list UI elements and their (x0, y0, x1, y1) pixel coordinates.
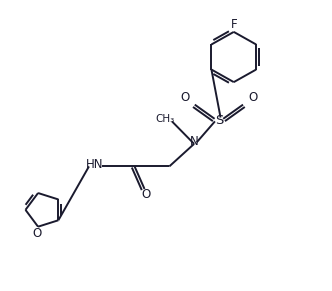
Text: O: O (141, 188, 151, 201)
Text: HN: HN (86, 158, 104, 171)
Text: O: O (180, 91, 190, 104)
Text: O: O (33, 227, 42, 240)
Text: S: S (215, 114, 223, 127)
Text: O: O (248, 91, 258, 104)
Text: N: N (190, 135, 199, 148)
Text: CH₃: CH₃ (156, 114, 175, 125)
Text: F: F (230, 18, 237, 31)
